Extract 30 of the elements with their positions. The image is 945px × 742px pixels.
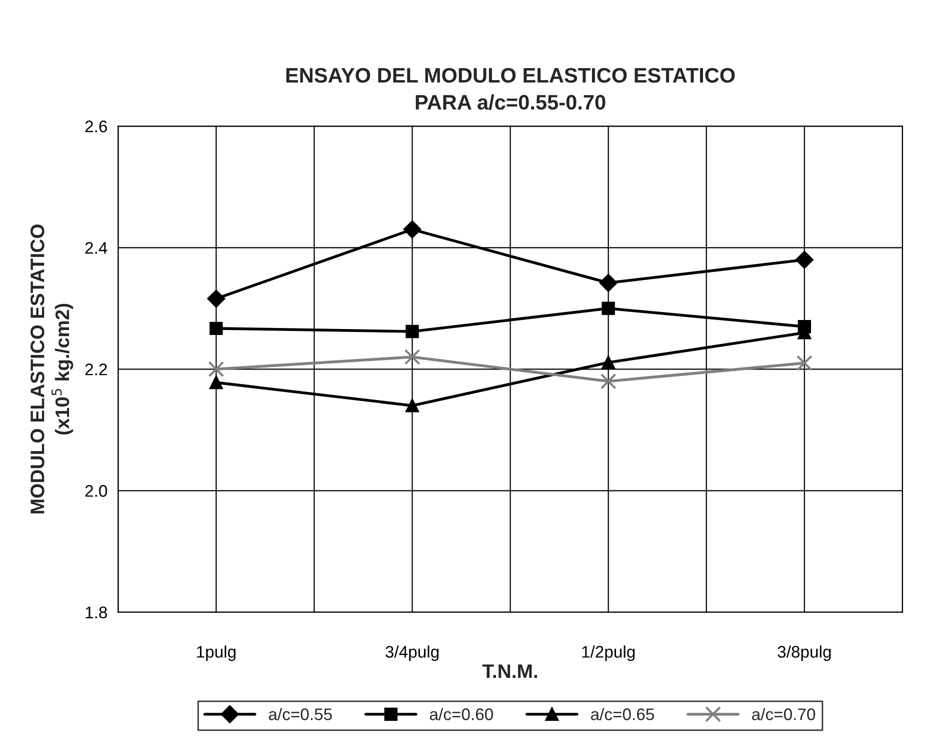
legend-label: a/c=0.65 [591,708,654,720]
legend-label: a/c=0.60 [430,708,493,720]
point [207,290,226,308]
legend-label: a/c=0.70 [752,708,816,720]
y-tick-label: 2.0 [85,485,108,497]
x-axis-title: T.N.M. [482,664,538,678]
point [796,355,812,372]
point [599,274,618,292]
point [406,398,419,412]
x-tick-label: 1/2pulg [582,645,635,662]
legend-label: a/c=0.55 [268,708,332,720]
chart-title: ENSAYO DEL MODULO ELASTICO ESTATICO PARA a/c=0.55-0.70 [286,68,735,110]
point [404,349,420,365]
point [210,376,223,390]
point [406,324,419,338]
point [602,302,615,315]
x-tick-label: 3/4pulg [386,645,439,662]
y-tick-label: 1.8 [86,606,107,618]
y-tick-label: 2.2 [85,364,107,376]
y-tick-label: 2.6 [85,120,107,132]
x-tick-label: 1pulg [197,645,236,662]
point [210,322,223,336]
point [602,356,615,370]
point [403,220,422,238]
point [600,373,616,390]
x-tick-label: 3/8pulg [778,645,831,662]
y-axis-title: MODULO ELASTICO ESTATICO (x10$^{5}$ kg./cm2) [30,224,74,514]
y-tick-label: 2.4 [85,242,108,254]
point [208,361,224,378]
point [796,250,814,269]
